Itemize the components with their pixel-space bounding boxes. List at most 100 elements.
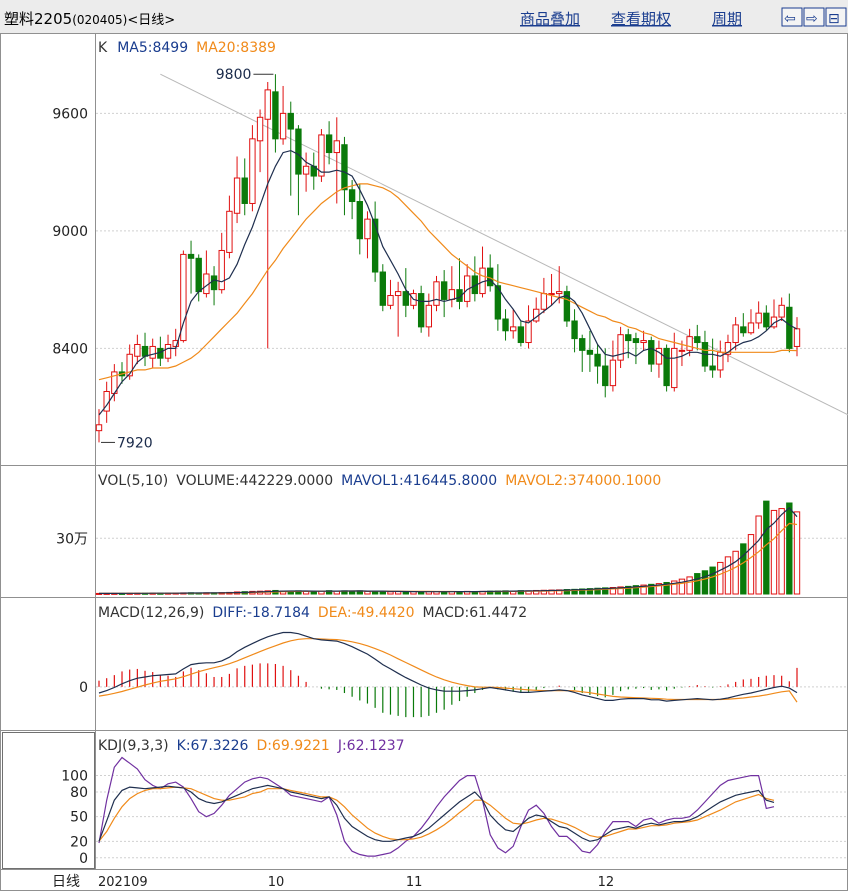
nav-right-button[interactable]: ⇨	[803, 7, 825, 27]
kdj-k-line	[98, 784, 775, 842]
volume-bar	[709, 566, 716, 595]
x-axis-label: 12	[598, 875, 615, 890]
candle-body	[218, 249, 225, 291]
candle-body	[540, 293, 548, 310]
candle-body	[655, 347, 663, 365]
candle-body	[755, 312, 762, 324]
volume-bar	[763, 500, 770, 595]
candle-body	[678, 349, 686, 352]
volume-bar	[625, 585, 632, 595]
candle-body	[249, 138, 256, 204]
candle-body	[302, 165, 310, 175]
overlay-commodity-link[interactable]: 商品叠加	[520, 10, 580, 28]
period-link[interactable]: 周期	[712, 10, 742, 28]
candle-body	[563, 291, 571, 322]
candle-body	[318, 134, 325, 177]
candle-body	[632, 338, 640, 344]
candle-body	[164, 343, 172, 359]
instrument-title: 塑料2205(020405)<日线>	[4, 10, 175, 28]
candle-body	[709, 365, 716, 371]
candle-body	[187, 253, 195, 259]
candle-body	[686, 336, 693, 351]
price-tick-label: 9600	[52, 106, 88, 122]
ma20-line	[98, 183, 798, 381]
volume-bar	[786, 502, 793, 595]
candle-body	[333, 140, 340, 154]
candle-body	[433, 281, 440, 306]
volume-bar	[740, 543, 747, 595]
x-axis-labels: 202109 10 11 12	[98, 875, 614, 890]
price-legend: K MA5:8499 MA20:8389	[98, 40, 276, 56]
candle-body	[279, 112, 287, 140]
volume-bar	[655, 583, 663, 595]
candle-body	[287, 112, 294, 130]
candle-body	[448, 289, 456, 300]
candle-body	[586, 349, 594, 355]
candle-body	[494, 285, 502, 320]
candle-body	[510, 326, 517, 332]
candle-body	[95, 424, 103, 432]
volume-bar	[793, 511, 801, 595]
candle-body	[356, 201, 363, 240]
candle-body	[525, 320, 532, 344]
volume-bar	[632, 585, 640, 595]
candle-body	[548, 293, 555, 296]
volume-bar	[778, 508, 785, 595]
candle-body	[617, 334, 624, 361]
kdj-legend: KDJ(9,3,3) K:67.3226 D:69.9221 J:62.1237	[98, 738, 405, 754]
candle-body	[579, 338, 586, 351]
volume-bar	[717, 561, 724, 595]
kdj-tick-label: 80	[70, 785, 88, 801]
nav-panel-button[interactable]: ⊟	[825, 7, 847, 27]
candle-body	[671, 347, 678, 389]
volume-bar	[348, 590, 356, 595]
volume-bar	[379, 590, 386, 595]
candle-body	[364, 218, 371, 240]
candle-body	[379, 271, 386, 306]
volume-bar	[732, 550, 739, 595]
kdj-tick-label: 50	[70, 810, 88, 826]
volume-bar	[640, 584, 647, 595]
volume-bar	[686, 576, 693, 595]
candle-body	[371, 218, 379, 273]
candle-body	[517, 326, 525, 344]
volume-bar	[617, 586, 624, 595]
candle-body	[440, 281, 448, 300]
diff-line	[98, 631, 798, 702]
candle-body	[256, 116, 264, 142]
arrow-right-icon: ⇨	[806, 11, 818, 27]
candle-body	[348, 189, 356, 203]
panel-icon: ⊟	[828, 11, 840, 27]
volume-bar	[747, 534, 755, 595]
volume-bar	[579, 588, 586, 595]
volume-bar	[770, 509, 778, 595]
candle-body	[264, 89, 271, 120]
volume-bar	[387, 591, 394, 595]
candle-body	[571, 320, 578, 340]
candle-body	[387, 295, 394, 306]
volume-bar	[755, 515, 762, 595]
price-tick-label: 9000	[52, 224, 88, 240]
candle-body	[134, 343, 141, 357]
candle-body	[325, 134, 333, 154]
volume-panel	[95, 500, 801, 595]
volume-bar	[701, 570, 709, 595]
macd-tick-label: 0	[79, 680, 88, 696]
price-tick-label: 8400	[52, 341, 88, 357]
candle-body	[663, 347, 670, 387]
volume-bar	[594, 587, 601, 595]
volume-bar	[648, 583, 655, 595]
kdj-tick-label: 20	[70, 834, 88, 850]
arrow-left-icon: ⇦	[784, 11, 796, 27]
candle-body	[625, 334, 632, 342]
kdj-d-line	[98, 786, 775, 842]
candle-body	[648, 340, 655, 365]
nav-left-button[interactable]: ⇦	[781, 7, 803, 27]
candle-body	[724, 342, 732, 355]
kdj-j-line	[98, 756, 775, 857]
volume-bar	[671, 580, 678, 595]
volume-bar	[663, 581, 670, 595]
volume-bar	[694, 573, 701, 595]
view-options-link[interactable]: 查看期权	[611, 10, 671, 28]
